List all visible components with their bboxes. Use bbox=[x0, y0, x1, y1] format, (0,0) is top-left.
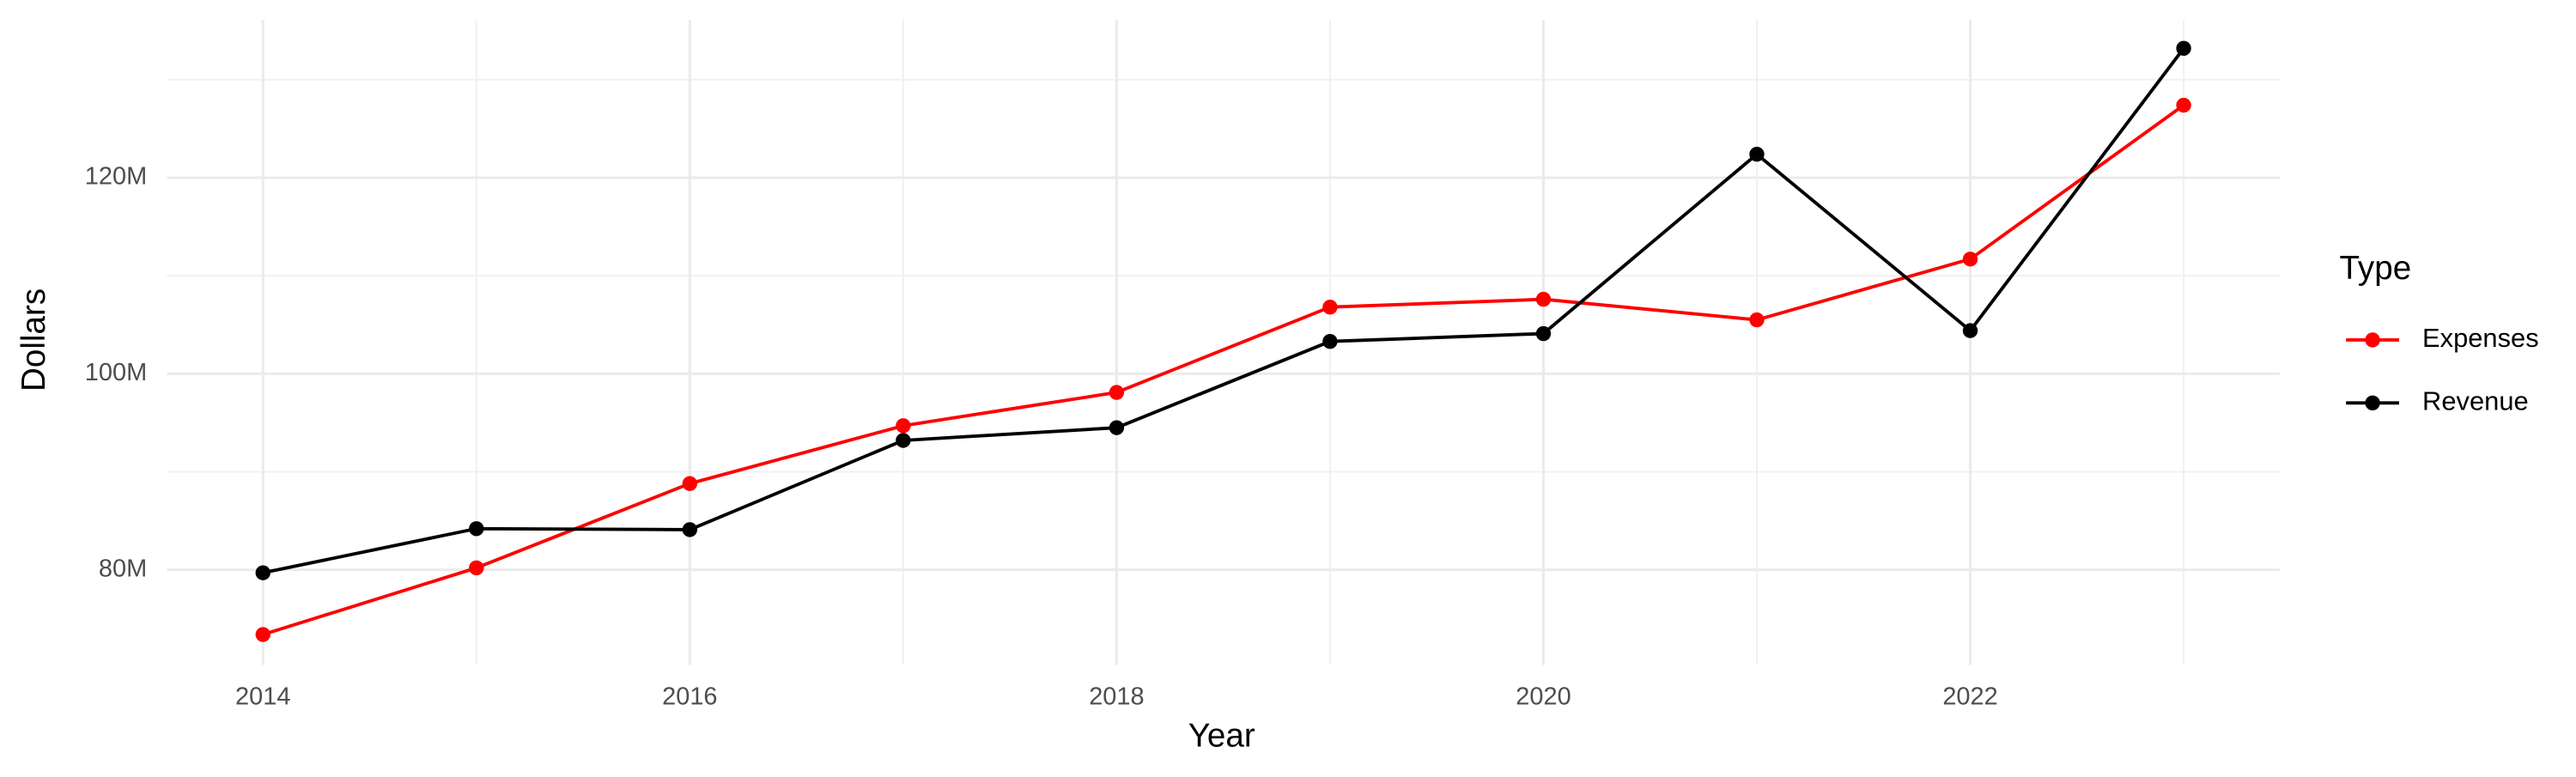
data-point bbox=[896, 433, 911, 448]
data-point bbox=[682, 476, 698, 491]
data-point bbox=[1962, 323, 1978, 338]
legend-label: Expenses bbox=[2422, 323, 2539, 353]
series-line bbox=[262, 47, 2185, 575]
data-point bbox=[1109, 420, 1125, 435]
data-point bbox=[1535, 325, 1552, 342]
data-point bbox=[2176, 97, 2191, 113]
x-tick-label: 2022 bbox=[1942, 683, 1997, 711]
series-line bbox=[262, 103, 2185, 636]
x-axis-title: Year bbox=[1188, 718, 1255, 755]
legend-label: Revenue bbox=[2422, 385, 2529, 416]
data-point bbox=[1749, 312, 1765, 328]
data-point bbox=[1322, 300, 1338, 315]
x-tick-label: 2018 bbox=[1089, 683, 1144, 711]
y-tick-label: 120M bbox=[85, 163, 147, 191]
legend-marker bbox=[2365, 332, 2380, 348]
x-tick-label: 2016 bbox=[662, 683, 717, 711]
data-point bbox=[1535, 291, 1552, 307]
data-point bbox=[1322, 333, 1338, 349]
data-point bbox=[1109, 385, 1125, 400]
x-tick-label: 2014 bbox=[235, 683, 290, 711]
y-tick-label: 80M bbox=[99, 555, 147, 582]
y-tick-label: 100M bbox=[85, 359, 147, 386]
data-point bbox=[1749, 146, 1765, 162]
data-point bbox=[255, 565, 270, 580]
data-point bbox=[469, 560, 484, 576]
data-point bbox=[469, 521, 484, 537]
data-point bbox=[896, 418, 911, 434]
legend-title: Type bbox=[2339, 250, 2411, 287]
data-point bbox=[255, 627, 270, 642]
legend-marker bbox=[2365, 395, 2380, 411]
data-point bbox=[2176, 40, 2191, 56]
y-axis-title: Dollars bbox=[15, 288, 52, 392]
data-point bbox=[1962, 252, 1978, 267]
data-point bbox=[682, 522, 698, 537]
x-tick-label: 2020 bbox=[1516, 683, 1571, 711]
